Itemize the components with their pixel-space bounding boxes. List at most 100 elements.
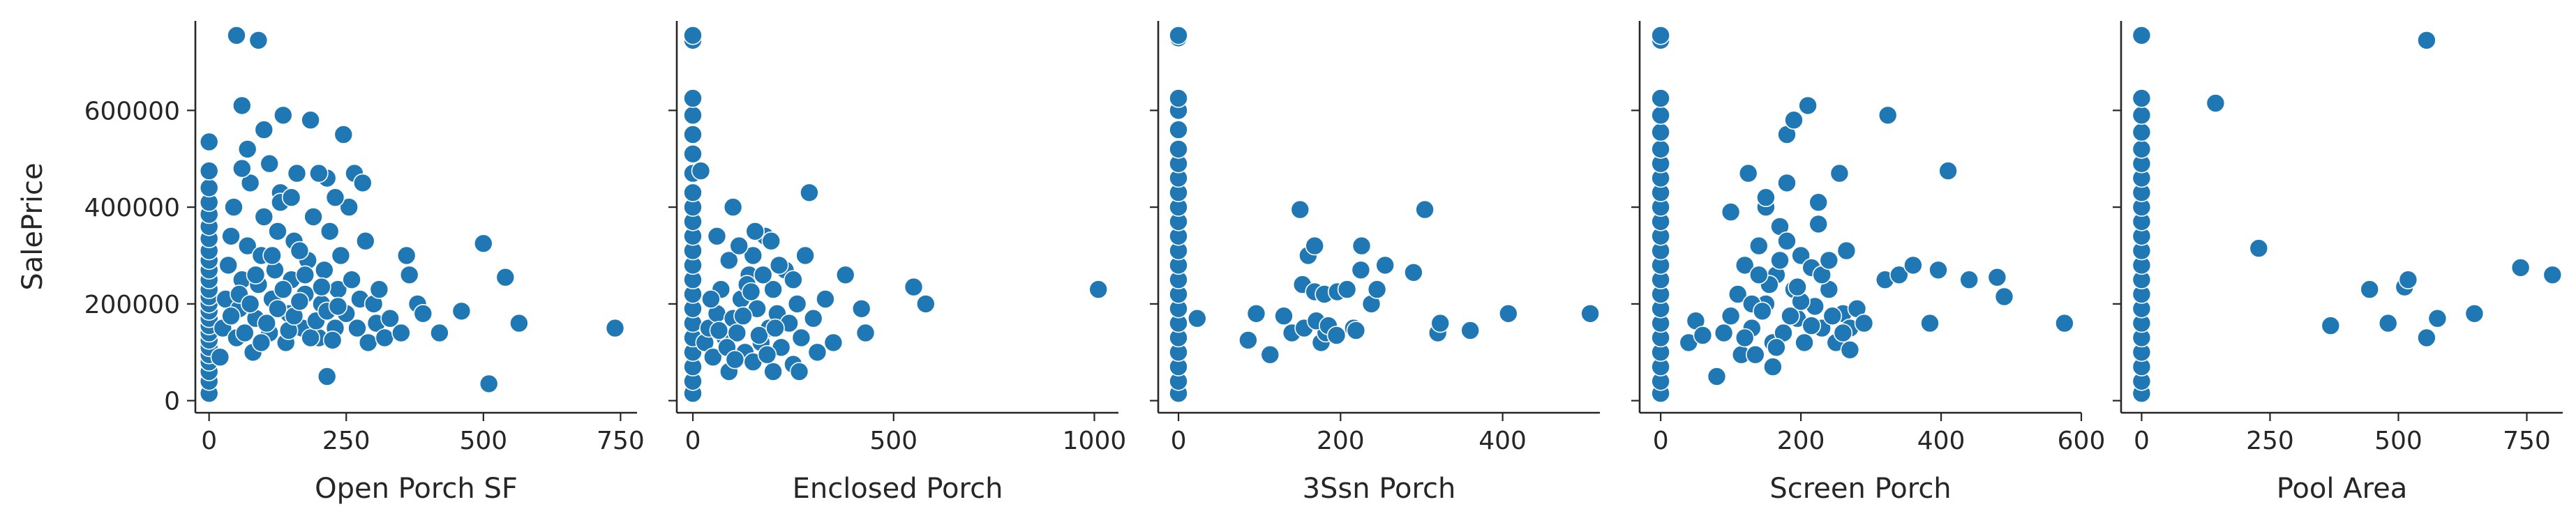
data-point — [1878, 105, 1898, 125]
data-point — [725, 349, 745, 370]
data-point — [495, 267, 516, 287]
data-point — [312, 277, 331, 297]
data-point — [763, 280, 783, 299]
data-point — [757, 344, 777, 365]
data-point — [765, 318, 785, 338]
data-point — [254, 207, 274, 227]
data-point — [281, 188, 301, 208]
data-point — [399, 265, 419, 285]
data-point — [683, 183, 703, 203]
data-point — [304, 207, 323, 227]
data-point — [260, 153, 280, 174]
x-axis-label: Open Porch SF — [315, 473, 518, 505]
data-point — [1260, 344, 1280, 365]
data-point — [221, 226, 241, 246]
data-point — [413, 303, 433, 324]
data-point — [1415, 199, 1435, 220]
data-point — [1735, 255, 1755, 275]
data-point — [352, 173, 373, 193]
data-point — [1749, 236, 1769, 256]
data-point — [789, 362, 809, 381]
scatter-panel-2: 0 500 1000 Enclosed Porch — [668, 21, 1126, 505]
x-tick-label: 400 — [1478, 427, 1527, 455]
data-point — [2464, 303, 2485, 324]
data-point — [295, 265, 315, 285]
data-point — [1169, 25, 1188, 45]
data-point — [904, 277, 924, 297]
data-point — [479, 374, 499, 394]
data-point — [1767, 337, 1786, 358]
y-tick-label: 600000 — [84, 97, 180, 125]
data-point — [473, 234, 493, 254]
data-point — [683, 25, 703, 45]
data-point — [683, 89, 703, 108]
data-point — [2427, 308, 2448, 328]
data-point — [1499, 303, 1518, 324]
data-point — [2132, 139, 2152, 159]
data-point — [1791, 245, 1811, 266]
data-point — [1819, 250, 1839, 271]
data-point — [262, 245, 282, 266]
data-point — [240, 294, 260, 314]
data-point — [199, 161, 219, 181]
y-axis-label-group: SalePrice — [17, 162, 49, 290]
data-point — [1753, 301, 1772, 321]
data-point — [1088, 280, 1108, 299]
data-point — [451, 301, 472, 321]
data-point — [221, 306, 241, 326]
data-point — [210, 347, 230, 367]
data-point — [1854, 313, 1874, 333]
data-point — [2510, 258, 2531, 277]
data-point — [342, 270, 361, 290]
x-tick-label: 500 — [2374, 427, 2423, 455]
x-tick-label: 250 — [2246, 427, 2294, 455]
data-point — [1290, 199, 1310, 220]
data-point — [1784, 110, 1804, 130]
y-tick-label: 400000 — [84, 194, 180, 222]
data-point — [1707, 367, 1727, 386]
data-point — [273, 280, 293, 299]
data-point — [1770, 250, 1790, 271]
data-point — [199, 178, 219, 198]
data-point — [1375, 255, 1395, 275]
x-tick-label: 0 — [685, 427, 701, 455]
data-point — [835, 265, 855, 285]
data-point — [1351, 260, 1371, 280]
data-point — [803, 308, 823, 328]
data-point — [1735, 328, 1755, 348]
data-point — [707, 226, 727, 246]
x-tick-label: 0 — [1653, 427, 1669, 455]
data-point — [723, 197, 743, 217]
x-axis-label: Pool Area — [2277, 473, 2408, 505]
data-point — [1959, 270, 1979, 290]
data-point — [251, 333, 271, 353]
data-point — [322, 330, 343, 350]
data-point — [1337, 280, 1357, 299]
data-point — [1346, 321, 1366, 340]
data-point — [246, 265, 266, 285]
data-point — [1169, 89, 1188, 108]
data-point — [339, 197, 359, 217]
data-point — [237, 236, 257, 256]
data-point — [749, 326, 769, 345]
x-tick-label: 0 — [201, 427, 217, 455]
data-point — [2055, 313, 2074, 333]
x-tick-label: 0 — [2134, 427, 2150, 455]
data-point — [2321, 316, 2341, 335]
data-point — [1929, 260, 1948, 280]
data-point — [320, 221, 340, 241]
data-point — [287, 163, 307, 183]
x-axis-label: Screen Porch — [1769, 473, 1951, 505]
data-point — [331, 245, 351, 266]
data-point — [328, 296, 348, 317]
x-tick-label: 400 — [1917, 427, 1965, 455]
data-point — [1833, 323, 1853, 343]
data-point — [709, 321, 729, 340]
data-points — [1651, 25, 2074, 404]
data-point — [317, 367, 337, 386]
data-point — [2360, 280, 2379, 299]
data-point — [683, 125, 703, 144]
data-point — [916, 294, 936, 314]
data-point — [380, 308, 400, 328]
